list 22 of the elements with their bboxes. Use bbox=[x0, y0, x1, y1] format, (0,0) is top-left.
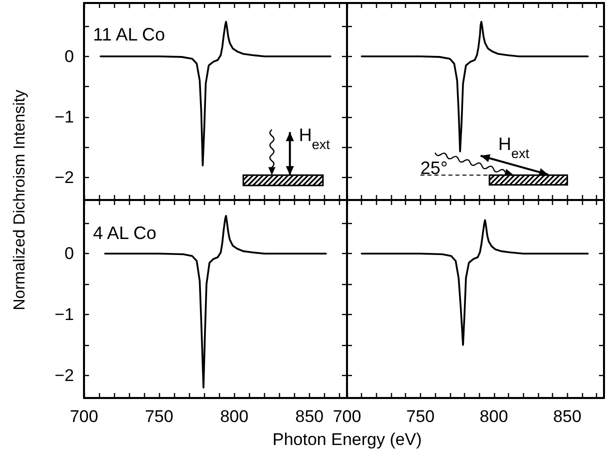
x-tick-label: 850 bbox=[295, 407, 324, 426]
annotation: 25° bbox=[420, 158, 448, 178]
x-tick-label: 700 bbox=[70, 407, 98, 426]
y-axis-title: Normalized Dichroism Intensity bbox=[10, 90, 29, 310]
x-tick-label: 750 bbox=[144, 407, 174, 426]
x-tick-label: 750 bbox=[406, 407, 435, 426]
annotation: H$_{ext}$ bbox=[298, 125, 330, 152]
annotation: 11 AL Co bbox=[93, 24, 166, 45]
y-tick-label: −2 bbox=[54, 366, 74, 385]
x-tick-label: 850 bbox=[553, 407, 582, 426]
y-tick-label: −2 bbox=[54, 168, 74, 188]
x-tick-label: 800 bbox=[480, 407, 508, 426]
annotation: H$_{ext}$ bbox=[498, 134, 530, 161]
y-tick-label: 0 bbox=[64, 46, 74, 66]
y-tick-label: 0 bbox=[64, 244, 74, 264]
line-series bbox=[104, 214, 327, 389]
x-tick-label: 700 bbox=[332, 407, 362, 426]
x-tick-label: 800 bbox=[220, 407, 248, 426]
y-tick-label: −1 bbox=[54, 107, 74, 126]
annotation: 4 AL Co bbox=[93, 222, 156, 243]
x-axis-title: Photon Energy (eV) bbox=[272, 430, 422, 450]
y-tick-label: −1 bbox=[54, 305, 74, 324]
